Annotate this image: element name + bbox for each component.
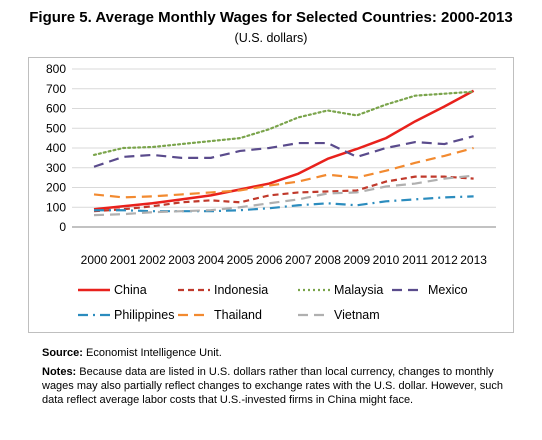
x-tick-label-2009: 2009 — [343, 253, 370, 267]
x-tick-label-2004: 2004 — [197, 253, 224, 267]
legend-label-china: China — [114, 283, 147, 297]
series-line-thailand — [93, 146, 474, 199]
x-tick-label-2012: 2012 — [431, 253, 458, 267]
legend-label-malaysia: Malaysia — [334, 283, 383, 297]
y-tick-label-100: 100 — [46, 200, 66, 214]
x-tick-label-2008: 2008 — [314, 253, 341, 267]
chart-frame — [28, 57, 514, 333]
series-line-malaysia — [92, 90, 475, 157]
notes-block: Notes: Because data are listed in U.S. d… — [42, 365, 512, 407]
legend-label-indonesia: Indonesia — [214, 283, 268, 297]
x-tick-label-2002: 2002 — [139, 253, 166, 267]
x-tick-label-2007: 2007 — [285, 253, 312, 267]
y-tick-label-300: 300 — [46, 161, 66, 175]
series-line-philippines — [94, 195, 474, 213]
figure-subtitle: (U.S. dollars) — [234, 31, 308, 45]
legend-label-mexico: Mexico — [428, 283, 468, 297]
source-note: Source: Economist Intelligence Unit. — [42, 346, 512, 360]
legend-label-vietnam: Vietnam — [334, 308, 380, 322]
series-line-china — [93, 89, 475, 211]
series-line-indonesia — [93, 175, 474, 213]
y-tick-label-500: 500 — [46, 121, 66, 135]
x-tick-label-2006: 2006 — [256, 253, 283, 267]
source-text: Economist Intelligence Unit. — [86, 347, 222, 359]
source-label: Source: — [42, 347, 83, 359]
series-line-mexico — [93, 135, 474, 168]
x-tick-label-2013: 2013 — [460, 253, 487, 267]
x-tick-label-2001: 2001 — [110, 253, 137, 267]
x-tick-label-2003: 2003 — [168, 253, 195, 267]
x-tick-label-2000: 2000 — [81, 253, 108, 267]
legend-label-thailand: Thailand — [214, 308, 262, 322]
notes-label: Notes: — [42, 366, 77, 378]
y-tick-label-200: 200 — [46, 181, 66, 195]
figure-title: Figure 5. Average Monthly Wages for Sele… — [29, 9, 513, 26]
notes-text: Because data are listed in U.S. dollars … — [42, 366, 504, 406]
y-tick-label-800: 800 — [46, 62, 66, 76]
legend-label-philippines: Philippines — [114, 308, 174, 322]
y-tick-label-400: 400 — [46, 141, 66, 155]
x-tick-label-2011: 2011 — [402, 253, 428, 267]
y-tick-label-600: 600 — [46, 102, 66, 116]
y-tick-label-700: 700 — [46, 82, 66, 96]
y-tick-label-0: 0 — [59, 220, 66, 234]
x-tick-label-2005: 2005 — [227, 253, 254, 267]
x-tick-label-2010: 2010 — [373, 253, 400, 267]
